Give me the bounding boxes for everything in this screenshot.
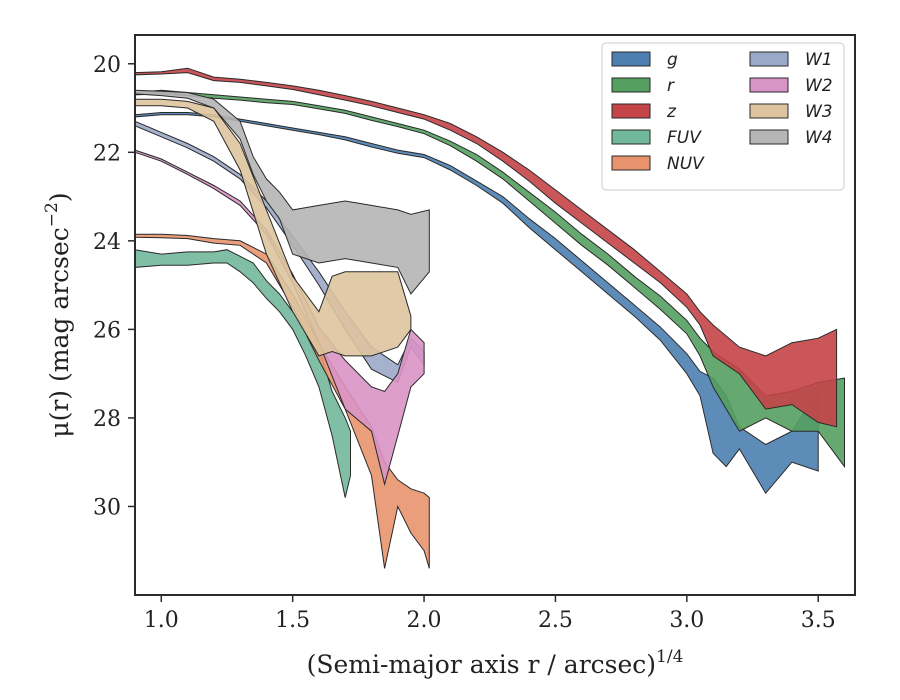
legend-swatch-FUV — [611, 129, 651, 145]
plot-frame — [134, 34, 856, 596]
series-area-z — [134, 67, 838, 428]
x-tick-label: 1.0 — [144, 608, 179, 633]
series-areas — [134, 67, 845, 569]
legend-label-W4: W4 — [805, 128, 833, 148]
legend-label-W3: W3 — [805, 102, 833, 122]
legend-swatch-z — [611, 103, 651, 119]
legend-swatch-W2 — [749, 77, 789, 93]
series-area-g — [134, 112, 819, 495]
legend-swatch-g — [611, 51, 651, 67]
legend-label-z: z — [666, 102, 677, 122]
y-tick-label: 26 — [93, 318, 121, 343]
x-axis-label: (Semi-major axis r / arcsec)1/4 — [307, 647, 684, 679]
legend-swatch-r — [611, 77, 651, 93]
y-tick-label: 24 — [93, 230, 121, 255]
x-tick-label: 2.5 — [538, 608, 573, 633]
legend-label-FUV: FUV — [667, 128, 702, 148]
x-tick-label: 3.0 — [669, 608, 704, 633]
y-tick-label: 28 — [93, 407, 121, 432]
y-axis-label: μ(r) (mag arcsec−2) — [42, 192, 74, 437]
legend-swatch-W4 — [749, 129, 789, 145]
series-area-r — [134, 89, 845, 469]
legend-label-W1: W1 — [805, 50, 833, 70]
series-area-FUV — [134, 249, 351, 498]
y-axis-ticks: 20 22 24 26 28 30 — [93, 53, 135, 520]
series-area-W3 — [134, 98, 412, 357]
y-tick-label: 30 — [93, 495, 121, 520]
y-tick-label: 22 — [93, 141, 121, 166]
legend-label-g: g — [667, 50, 678, 70]
legend-swatch-W1 — [749, 51, 789, 67]
legend-swatch-NUV — [611, 155, 651, 171]
legend-label-NUV: NUV — [667, 154, 705, 174]
legend-swatch-W3 — [749, 103, 789, 119]
series-area-W4 — [134, 89, 430, 295]
legend-label-W2: W2 — [805, 76, 833, 96]
x-tick-label: 3.5 — [801, 608, 836, 633]
x-axis-ticks: 1.0 1.5 2.0 2.5 3.0 3.5 — [144, 595, 836, 633]
legend-label-r: r — [667, 76, 675, 96]
y-tick-label: 20 — [93, 53, 121, 78]
x-tick-label: 2.0 — [407, 608, 442, 633]
x-tick-label: 1.5 — [275, 608, 310, 633]
legend: grz FUV NUV W1 W2 W3 W4 — [601, 42, 845, 191]
